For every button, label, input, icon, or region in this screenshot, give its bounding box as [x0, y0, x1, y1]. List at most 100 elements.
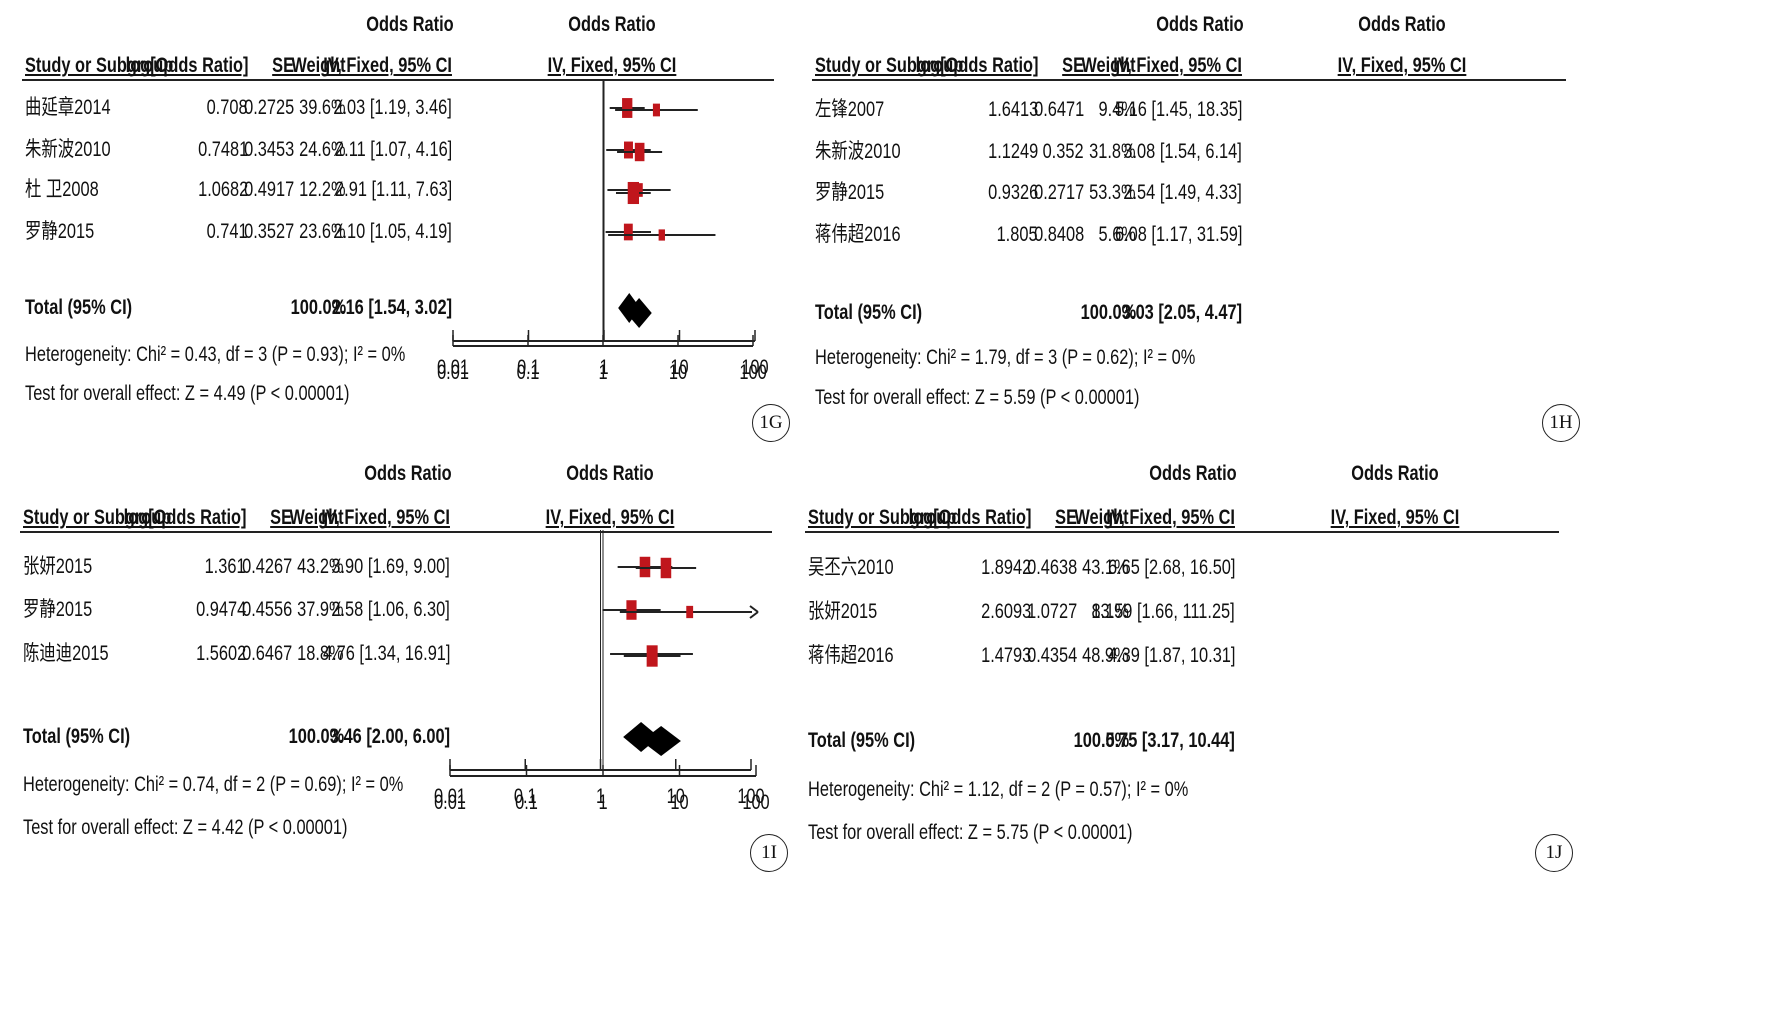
logor-column-header: log[Odds Ratio] [125, 54, 248, 77]
se-column-header: SE [270, 506, 292, 529]
x-axis-tick-label: 0.1 [515, 790, 538, 813]
se-value: 0.4354 [1026, 644, 1077, 667]
total-ci: 2.16 [1.54, 3.02] [331, 296, 452, 319]
forest-panel-1j: Odds Ratio Odds Ratio Study or Subgroup log… [434, 450, 1583, 900]
logor-value: 0.7481 [197, 138, 248, 161]
weight-value: 48.9% [1082, 644, 1129, 667]
x-axis-tick-label: 0.01 [434, 790, 466, 813]
logor-value: 0.9474 [195, 598, 246, 621]
weight-value: 18.8% [297, 642, 344, 665]
se-value: 0.4556 [241, 598, 292, 621]
se-value: 0.352 [1043, 140, 1084, 163]
total-label: Total (95% CI) [25, 296, 133, 319]
ci-value: 2.54 [1.49, 4.33] [1123, 181, 1242, 204]
total-weight: 100.0% [1080, 301, 1136, 324]
weight-value: 43.1% [1082, 556, 1129, 579]
odds-ratio-header-left: Odds Ratio [366, 13, 454, 36]
heterogeneity-text: Heterogeneity: Chi² = 1.12, df = 2 (P = … [808, 778, 1189, 801]
weight-column-header: Weight [291, 54, 346, 77]
ci-value: 2.03 [1.19, 3.46] [333, 96, 452, 119]
weight-value: 37.9% [297, 598, 344, 621]
header-rule [805, 531, 1559, 533]
ci-value: 2.91 [1.11, 7.63] [334, 178, 452, 201]
study-name: 蒋伟超2016 [808, 644, 894, 667]
x-axis-tick-label: 0.1 [514, 784, 537, 807]
ci-overflow-arrow-icon [749, 605, 759, 619]
study-effect-marker [635, 183, 643, 197]
forest-plot-area: 0.01 0.1 1 10 100 [437, 80, 767, 383]
study-column-header: Study or Subgroup [815, 54, 964, 77]
study-effect-marker [646, 645, 658, 667]
ci-value: 13.59 [1.66, 111.25] [1091, 600, 1235, 623]
study-name: 杜 卫2008 [25, 178, 99, 201]
x-axis-tick-label: 10 [670, 355, 688, 378]
forest-plot-area: 0.01 0.1 1 10 100 [434, 530, 765, 807]
plot-ci-header: IV, Fixed, 95% CI [1337, 54, 1467, 77]
x-axis-tick-label: 0.01 [434, 784, 466, 807]
study-column-header: Study or Subgroup [25, 54, 174, 77]
header-rule [22, 79, 774, 81]
weight-value: 31.8% [1089, 140, 1136, 163]
panel-label: 1I [750, 834, 788, 872]
heterogeneity-text: Heterogeneity: Chi² = 1.79, df = 3 (P = … [815, 346, 1196, 369]
forest-plot-area: 0.01 0.1 1 10 100 [434, 530, 770, 813]
study-name: 曲延章2014 [25, 96, 111, 119]
overall-effect-text: Test for overall effect: Z = 5.59 (P < 0… [815, 386, 1140, 409]
ci-value: 4.76 [1.34, 16.91] [322, 642, 450, 665]
se-value: 0.6471 [1033, 98, 1084, 121]
logor-column-header: log[Odds Ratio] [908, 506, 1031, 529]
odds-ratio-header-right: Odds Ratio [1351, 462, 1439, 485]
se-column-header: SE [272, 54, 294, 77]
study-name: 罗静2015 [23, 598, 93, 621]
weight-value: 5.6% [1098, 223, 1136, 246]
odds-ratio-header-right: Odds Ratio [566, 462, 654, 485]
total-weight: 100.0% [288, 725, 344, 748]
logor-value: 1.4793 [980, 644, 1031, 667]
weight-column-header: Weight [1081, 54, 1136, 77]
weight-value: 12.2% [299, 178, 346, 201]
forest-panel-1g: Odds Ratio Odds Ratio Study or Subgroup log… [10, 0, 800, 450]
odds-ratio-header-left: Odds Ratio [1149, 462, 1237, 485]
ci-column-header: IV, Fixed, 95% CI [321, 506, 450, 529]
weight-column-header: Weight [289, 506, 344, 529]
se-column-header: SE [1062, 54, 1084, 77]
study-name: 左锋2007 [815, 98, 885, 121]
ci-value: 6.65 [2.68, 16.50] [1107, 556, 1235, 579]
weight-value: 43.2% [297, 555, 344, 578]
x-axis-tick-label: 100 [739, 360, 766, 383]
x-axis-tick-label: 0.01 [437, 355, 469, 378]
se-column-header: SE [1055, 506, 1077, 529]
odds-ratio-header-left: Odds Ratio [1156, 13, 1244, 36]
logor-column-header: log[Odds Ratio] [123, 506, 246, 529]
se-value: 0.3527 [243, 220, 294, 243]
ci-column-header: IV, Fixed, 95% CI [1106, 506, 1235, 529]
study-effect-marker [622, 98, 633, 118]
total-label: Total (95% CI) [23, 725, 131, 748]
total-ci: 3.03 [2.05, 4.47] [1121, 301, 1242, 324]
odds-ratio-header-right: Odds Ratio [568, 13, 656, 36]
plot-ci-header: IV, Fixed, 95% CI [545, 506, 675, 529]
x-axis-tick-label: 100 [737, 784, 764, 807]
overall-effect-text: Test for overall effect: Z = 4.49 (P < 0… [25, 382, 350, 405]
x-axis-tick-label: 1 [599, 355, 608, 378]
ci-column-header: IV, Fixed, 95% CI [323, 54, 452, 77]
logor-value: 0.741 [207, 220, 248, 243]
logor-value: 0.708 [207, 96, 248, 119]
study-name: 陈迪迪2015 [23, 642, 109, 665]
ci-value: 2.58 [1.06, 6.30] [331, 598, 450, 621]
ci-value: 3.90 [1.69, 9.00] [331, 555, 450, 578]
overall-effect-text: Test for overall effect: Z = 5.75 (P < 0… [808, 821, 1133, 844]
pooled-effect-diamond [641, 726, 681, 756]
x-axis-tick-label: 10 [669, 360, 687, 383]
se-value: 0.2717 [1033, 181, 1084, 204]
logor-value: 1.5602 [195, 642, 246, 665]
total-weight: 100.0% [1073, 729, 1129, 752]
study-effect-marker [658, 229, 665, 241]
x-axis-tick-label: 0.01 [437, 360, 469, 383]
total-ci: 5.75 [3.17, 10.44] [1105, 729, 1235, 752]
study-name: 罗静2015 [815, 181, 885, 204]
se-value: 0.3453 [243, 138, 294, 161]
logor-column-header: log[Odds Ratio] [915, 54, 1038, 77]
logor-value: 1.0682 [197, 178, 248, 201]
